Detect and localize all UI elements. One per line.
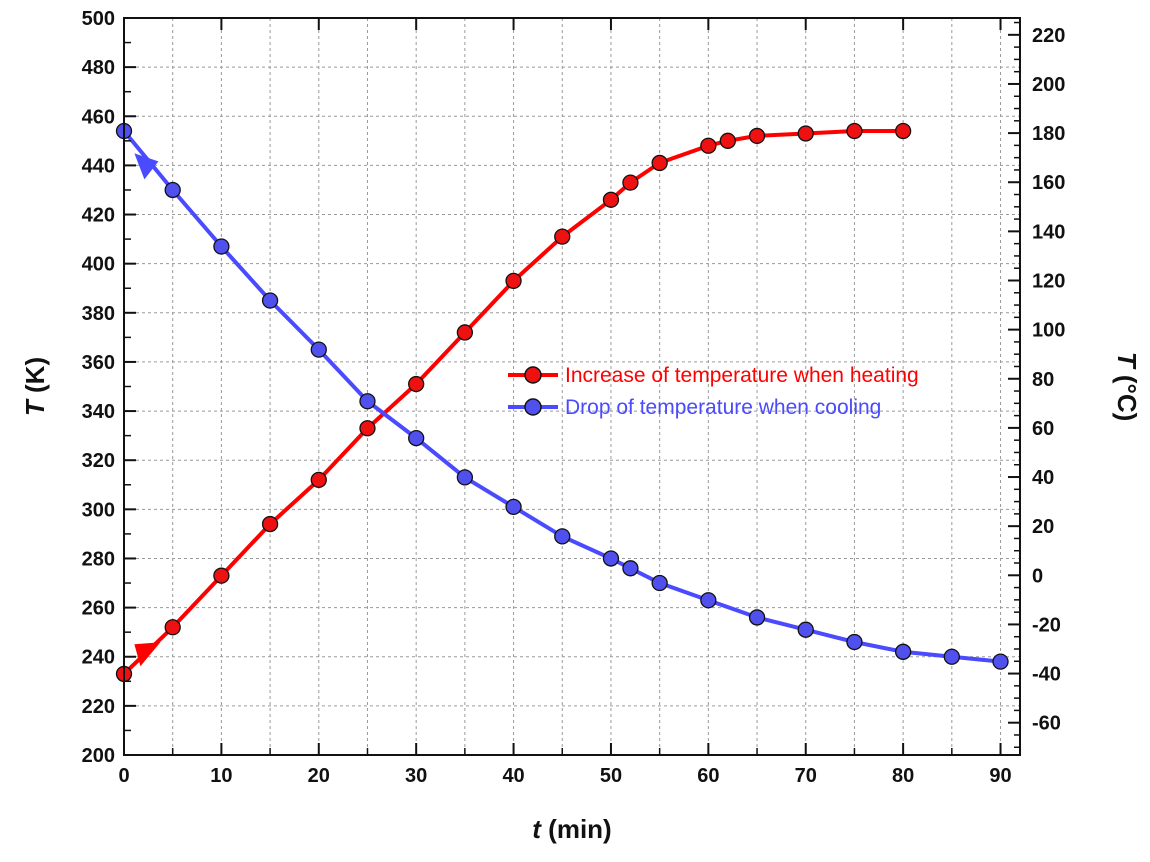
x-tick-label: 50 — [600, 765, 622, 787]
y-tick-label: 260 — [82, 598, 115, 620]
x-tick-label: 30 — [405, 765, 427, 787]
y2-tick-label: 180 — [1032, 123, 1065, 145]
y2-tick-label: 200 — [1032, 74, 1065, 96]
data-point-1 — [505, 498, 522, 516]
data-point-1 — [797, 621, 814, 638]
data-point-0 — [797, 125, 814, 142]
series-line-1 — [122, 129, 1001, 664]
data-point-1 — [554, 528, 571, 545]
data-point-0 — [456, 324, 474, 341]
data-point-0 — [651, 154, 668, 172]
y-axis-title: T (K) — [20, 357, 50, 416]
y-tick-label: 420 — [82, 205, 115, 227]
y-tick-label: 240 — [82, 647, 115, 669]
data-point-0 — [846, 122, 863, 140]
data-point-0 — [700, 137, 717, 154]
direction-arrow-1 — [134, 153, 159, 180]
x-tick-label: 10 — [210, 765, 232, 787]
data-point-0 — [359, 420, 376, 437]
x-tick-label: 80 — [892, 765, 914, 787]
y-tick-label: 340 — [82, 401, 115, 423]
y-tick-label: 440 — [82, 155, 115, 177]
data-point-0 — [408, 375, 425, 393]
x-axis-title: t (min) — [532, 814, 611, 844]
data-point-0 — [719, 132, 736, 149]
direction-arrow-0 — [134, 642, 161, 667]
data-point-1 — [894, 643, 912, 660]
data-point-1 — [602, 550, 620, 567]
y-tick-label: 220 — [82, 696, 115, 718]
data-point-1 — [261, 292, 279, 309]
x-axis-var: t — [532, 814, 542, 844]
y2-tick-label: -40 — [1032, 664, 1061, 686]
data-point-0 — [602, 191, 620, 208]
y2-tick-label: 80 — [1032, 369, 1054, 391]
y2-tick-label: 140 — [1032, 221, 1065, 243]
x-tick-label: 60 — [697, 765, 719, 787]
y-axis-var: T — [20, 398, 50, 416]
data-point-1 — [408, 429, 425, 447]
y2-tick-label: -60 — [1032, 713, 1061, 735]
y-tick-label: 300 — [82, 499, 115, 521]
data-point-1 — [943, 648, 960, 665]
legend-label-cooling: Drop of temperature when cooling — [565, 396, 881, 419]
y-axis-unit: (K) — [20, 357, 50, 400]
legend: Increase of temperature when heating Dro… — [508, 364, 919, 419]
data-point-1 — [622, 560, 639, 577]
data-point-1 — [992, 653, 1009, 670]
data-point-0 — [894, 122, 912, 140]
y2-tick-label: 0 — [1032, 565, 1043, 587]
y2-tick-label: 160 — [1032, 172, 1065, 194]
y-tick-label: 360 — [82, 352, 115, 374]
data-point-0 — [213, 567, 230, 584]
y2-tick-label: 100 — [1032, 320, 1065, 342]
legend-marker-heating — [524, 366, 542, 384]
data-point-1 — [846, 633, 863, 651]
data-point-1 — [310, 341, 327, 358]
y-tick-label: 200 — [82, 745, 115, 767]
data-point-1 — [748, 609, 766, 626]
legend-marker-cooling — [524, 398, 542, 416]
y2-axis-title: T (°C) — [1112, 352, 1142, 422]
data-point-0 — [622, 174, 639, 191]
data-point-1 — [359, 393, 376, 410]
data-point-0 — [554, 228, 571, 245]
y2-tick-label: 120 — [1032, 270, 1065, 292]
data-point-0 — [310, 471, 327, 489]
y2-tick-label: 220 — [1032, 25, 1065, 47]
y-tick-label: 380 — [82, 303, 115, 325]
y2-axis-var: T — [1112, 352, 1142, 370]
data-point-0 — [261, 515, 279, 533]
x-tick-label: 40 — [502, 765, 524, 787]
y2-tick-label: 20 — [1032, 516, 1054, 538]
data-point-1 — [700, 592, 717, 609]
data-point-1 — [456, 469, 474, 486]
y-tick-label: 280 — [82, 548, 115, 570]
series-layer — [115, 122, 1009, 683]
x-tick-label: 0 — [118, 765, 129, 787]
data-point-0 — [748, 127, 766, 145]
y-tick-label: 500 — [82, 8, 115, 30]
y2-tick-label: -20 — [1032, 614, 1061, 636]
y2-axis-unit: (°C) — [1112, 368, 1142, 422]
legend-label-heating: Increase of temperature when heating — [565, 364, 919, 387]
data-point-1 — [651, 574, 668, 592]
y-tick-label: 400 — [82, 254, 115, 276]
data-point-1 — [164, 181, 181, 199]
y-tick-label: 460 — [82, 106, 115, 128]
x-tick-label: 70 — [795, 765, 817, 787]
x-tick-label: 90 — [989, 765, 1011, 787]
y2-tick-label: 40 — [1032, 467, 1054, 489]
y2-tick-label: 60 — [1032, 418, 1054, 440]
data-point-0 — [505, 272, 522, 290]
data-point-1 — [213, 238, 230, 255]
y-tick-label: 320 — [82, 450, 115, 472]
x-axis-unit: (min) — [541, 814, 612, 844]
axis-ticks: 0 10 20 30 40 50 60 70 80 90200220240260280300320… — [82, 8, 1066, 787]
x-tick-label: 20 — [308, 765, 330, 787]
data-point-0 — [164, 619, 181, 636]
y-tick-label: 480 — [82, 57, 115, 79]
